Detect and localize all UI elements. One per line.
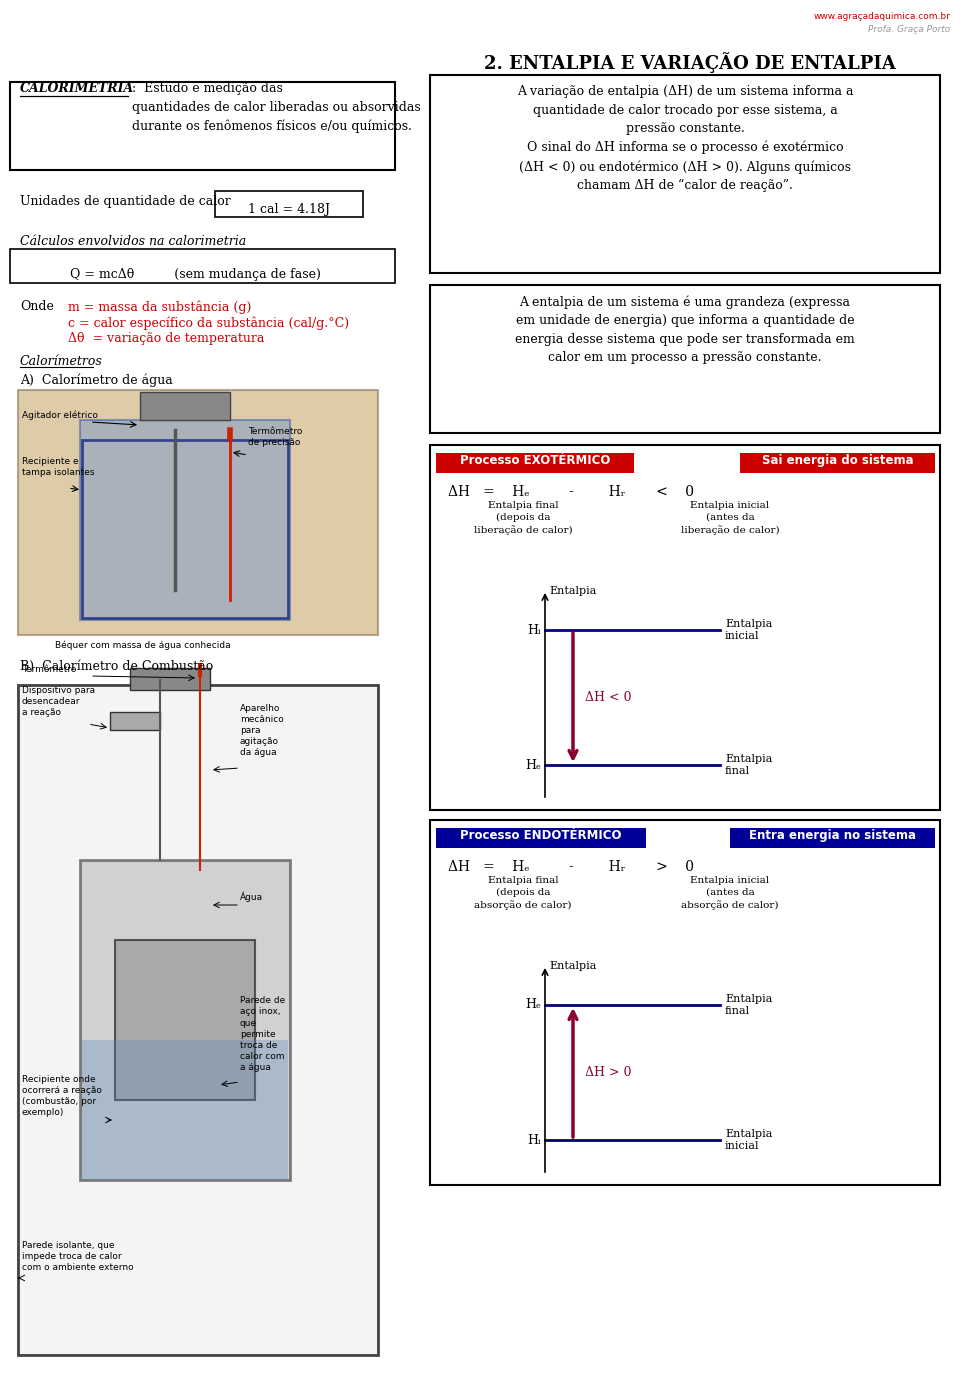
Text: 1 cal = 4.18J: 1 cal = 4.18J [248, 204, 330, 216]
Text: ΔH < 0: ΔH < 0 [585, 690, 632, 704]
Text: Aparelho
mecânico
para
agitação
da água: Aparelho mecânico para agitação da água [240, 704, 284, 758]
Text: Entalpia
inicial: Entalpia inicial [725, 619, 773, 641]
Text: Entalpia inicial
(antes da
liberação de calor): Entalpia inicial (antes da liberação de … [681, 500, 780, 535]
Text: Δθ  = variação de temperatura: Δθ = variação de temperatura [68, 331, 264, 345]
Text: Parede de
aço inox,
que
permite
troca de
calor com
a água: Parede de aço inox, que permite troca de… [240, 997, 285, 1072]
Text: Termômetro: Termômetro [22, 666, 77, 674]
Text: Entalpia: Entalpia [549, 586, 596, 595]
Text: Entalpia inicial
(antes da
absorção de calor): Entalpia inicial (antes da absorção de c… [682, 876, 779, 910]
Text: A variação de entalpia (ΔH) de um sistema informa a
quantidade de calor trocado : A variação de entalpia (ΔH) de um sistem… [516, 85, 853, 192]
Text: Água: Água [240, 891, 263, 902]
Bar [436, 828, 646, 848]
Text: Calorímetros: Calorímetros [20, 355, 103, 368]
Text: Entalpia
inicial: Entalpia inicial [725, 1129, 773, 1151]
Text: Sai energia do sistema: Sai energia do sistema [761, 454, 913, 468]
Text: Cálculos envolvidos na calorimetria: Cálculos envolvidos na calorimetria [20, 235, 247, 248]
Text: Q = mcΔθ          (sem mudança de fase): Q = mcΔθ (sem mudança de fase) [69, 268, 321, 280]
Bar [215, 191, 363, 217]
Bar [110, 712, 160, 730]
Bar [430, 76, 940, 274]
Bar [10, 249, 395, 283]
Bar [18, 685, 378, 1354]
Text: Recipiente onde
ocorrerá a reação
(combustão, por
exemplo): Recipiente onde ocorrerá a reação (combu… [22, 1075, 102, 1116]
Bar [140, 392, 230, 419]
Text: Hₑ: Hₑ [525, 759, 541, 771]
Bar [130, 668, 210, 690]
Text: 2. ENTALPIA E VARIAÇÃO DE ENTALPIA: 2. ENTALPIA E VARIAÇÃO DE ENTALPIA [484, 52, 896, 73]
Text: ΔH   =    Hₑ         -        Hᵣ       >    0: ΔH = Hₑ - Hᵣ > 0 [448, 859, 694, 874]
Text: Processo EXOTÉRMICO: Processo EXOTÉRMICO [460, 454, 611, 468]
Bar [82, 440, 288, 617]
Bar [10, 82, 395, 170]
Text: Hᵢ: Hᵢ [527, 623, 541, 637]
Text: Hᵢ: Hᵢ [527, 1133, 541, 1147]
Text: Entalpia: Entalpia [549, 961, 596, 971]
Bar [80, 859, 290, 1180]
Bar [18, 390, 378, 635]
Text: A)  Calorímetro de água: A) Calorímetro de água [20, 373, 173, 386]
Text: Entra energia no sistema: Entra energia no sistema [749, 829, 916, 842]
Text: Béquer com massa de água conhecida: Béquer com massa de água conhecida [55, 641, 230, 650]
Text: Dispositivo para
desencadear
a reação: Dispositivo para desencadear a reação [22, 686, 95, 716]
Text: Termômetro
de precisão: Termômetro de precisão [248, 426, 302, 447]
Bar [436, 452, 634, 473]
Text: www.agraçadaquimica.com.br: www.agraçadaquimica.com.br [813, 12, 950, 21]
Bar [430, 285, 940, 433]
Text: Onde: Onde [20, 300, 54, 314]
Text: Profa. Graça Porto: Profa. Graça Porto [868, 25, 950, 34]
Bar [80, 419, 290, 620]
Text: Recipiente e
tampa isolantes: Recipiente e tampa isolantes [22, 456, 94, 477]
Bar [730, 828, 935, 848]
Text: Entalpia final
(depois da
liberação de calor): Entalpia final (depois da liberação de c… [473, 500, 572, 535]
Bar [430, 446, 940, 810]
Bar [18, 685, 378, 1354]
Text: m = massa da substância (g): m = massa da substância (g) [68, 300, 252, 314]
Bar [82, 1040, 288, 1180]
Text: Processo ENDOTÉRMICO: Processo ENDOTÉRMICO [460, 829, 622, 842]
Text: ΔH > 0: ΔH > 0 [585, 1066, 632, 1078]
Text: Parede isolante, que
impede troca de calor
com o ambiente externo: Parede isolante, que impede troca de cal… [22, 1240, 133, 1272]
Bar [115, 941, 255, 1100]
Text: CALORIMETRIA: CALORIMETRIA [20, 82, 134, 95]
Text: c = calor específico da substância (cal/g.°C): c = calor específico da substância (cal/… [68, 316, 349, 330]
Bar [740, 452, 935, 473]
Text: :  Estudo e medição das
quantidades de calor liberadas ou absorvidas
durante os : : Estudo e medição das quantidades de ca… [132, 82, 420, 133]
Text: Hₑ: Hₑ [525, 998, 541, 1012]
Text: Entalpia final
(depois da
absorção de calor): Entalpia final (depois da absorção de ca… [474, 876, 572, 910]
Text: Entalpia
final: Entalpia final [725, 994, 773, 1016]
Text: Unidades de quantidade de calor: Unidades de quantidade de calor [20, 195, 230, 208]
Text: B)  Calorímetro de Combustão: B) Calorímetro de Combustão [20, 660, 213, 672]
Text: ΔH   =    Hₑ         -        Hᵣ       <    0: ΔH = Hₑ - Hᵣ < 0 [448, 485, 694, 499]
Bar [430, 820, 940, 1185]
Text: A entalpia de um sistema é uma grandeza (expressa
em unidade de energia) que inf: A entalpia de um sistema é uma grandeza … [516, 296, 854, 364]
Text: Entalpia
final: Entalpia final [725, 754, 773, 777]
Text: Agitador elétrico: Agitador elétrico [22, 411, 98, 419]
